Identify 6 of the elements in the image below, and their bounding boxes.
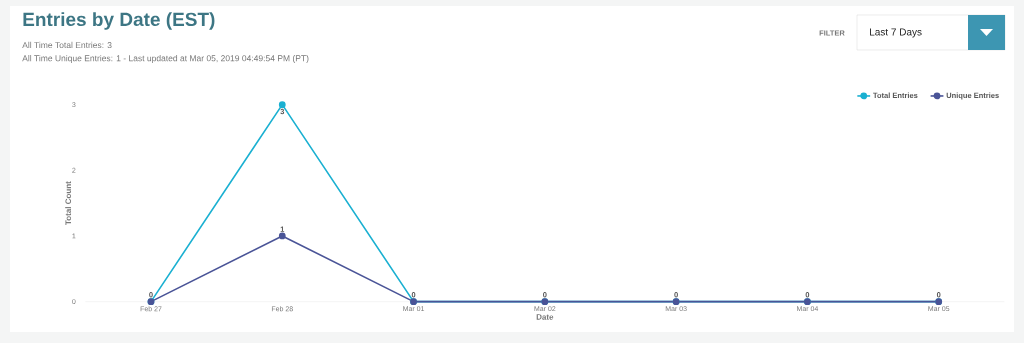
text: Last 7 Days: [870, 28, 922, 38]
chart-subtitle: All Time Total Entries: 3: [22, 41, 112, 49]
y-axis-title: Total Count: [65, 181, 72, 225]
text: All Time Unique Entries: 1 - Last updated at Mar 05, 2019 04:49:54 PM (PT): [22, 55, 309, 63]
x-axis-title: Date: [536, 314, 554, 320]
chart-title: Entries by Date (EST): [23, 12, 215, 30]
